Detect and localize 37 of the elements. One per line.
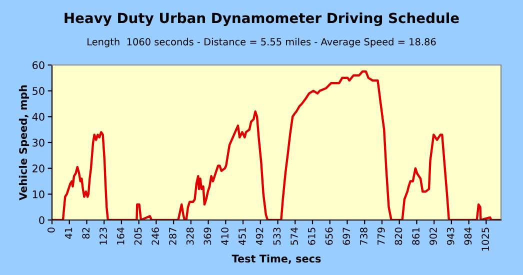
chart-subtitle: Length 1060 seconds - Distance = 5.55 miles - Average Speed = 18.86 xyxy=(88,38,436,48)
x-tick-label: 902 xyxy=(430,228,437,245)
x-tick-label: 328 xyxy=(186,228,194,245)
y-tick-label: 30 xyxy=(32,138,44,147)
x-tick-label: 656 xyxy=(325,228,333,245)
y-tick-label: 20 xyxy=(32,164,44,172)
x-tick-label: 164 xyxy=(116,227,124,244)
x-tick-label: 533 xyxy=(273,228,281,245)
y-tick-label: 60 xyxy=(32,61,44,70)
x-axis-title: Test Time, secs xyxy=(232,254,321,264)
chart-title: Heavy Duty Urban Dynamometer Driving Schedule xyxy=(64,12,459,26)
x-tick-label: 82 xyxy=(82,228,90,239)
y-tick-label: 0 xyxy=(39,216,44,224)
y-axis-title: Vehicle Speed, mph xyxy=(18,85,30,200)
x-tick-label: 574 xyxy=(290,227,298,245)
x-tick-label: 246 xyxy=(152,228,160,245)
x-tick-label: 287 xyxy=(169,228,176,245)
x-tick-label: 697 xyxy=(342,228,350,245)
x-tick-label: 0 xyxy=(47,228,55,232)
x-tick-label: 861 xyxy=(412,228,420,245)
x-tick-label: 123 xyxy=(100,228,107,244)
x-tick-label: 1025 xyxy=(482,228,489,251)
x-tick-label: 492 xyxy=(256,228,264,246)
x-tick-label: 820 xyxy=(394,228,402,245)
y-tick-label: 50 xyxy=(32,87,44,95)
x-tick-label: 779 xyxy=(377,228,385,245)
y-tick-label: 40 xyxy=(32,112,44,121)
y-tick-label: 10 xyxy=(32,190,44,198)
x-tick-label: 615 xyxy=(308,228,316,245)
x-tick-label: 205 xyxy=(134,228,142,245)
x-tick-label: 451 xyxy=(238,228,246,246)
x-tick-label: 41 xyxy=(64,228,72,239)
x-tick-label: 984 xyxy=(464,227,472,245)
x-tick-label: 943 xyxy=(446,228,454,245)
x-tick-label: 410 xyxy=(221,228,228,246)
x-tick-label: 369 xyxy=(204,228,212,245)
x-tick-label: 738 xyxy=(360,228,368,245)
